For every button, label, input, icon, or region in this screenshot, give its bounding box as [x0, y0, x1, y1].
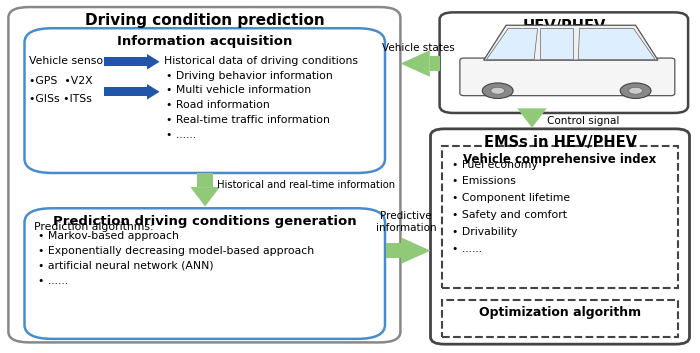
Bar	[104, 57, 147, 66]
FancyBboxPatch shape	[460, 58, 675, 96]
Text: • ......: • ......	[166, 130, 196, 140]
Polygon shape	[190, 187, 220, 207]
Text: •GISs •ITSs: •GISs •ITSs	[29, 94, 92, 104]
Text: Vehicle states: Vehicle states	[382, 43, 454, 53]
Bar	[442, 146, 678, 288]
Circle shape	[482, 83, 513, 98]
Circle shape	[620, 83, 651, 98]
Text: • Multi vehicle information: • Multi vehicle information	[166, 85, 311, 95]
Text: Information acquisition: Information acquisition	[117, 35, 293, 48]
Text: Driving condition prediction: Driving condition prediction	[85, 13, 324, 28]
Polygon shape	[484, 25, 658, 60]
Text: • Exponentially decreasing model-based approach: • Exponentially decreasing model-based a…	[38, 246, 314, 256]
Polygon shape	[147, 54, 160, 70]
Text: • Real-time traffic information: • Real-time traffic information	[166, 115, 330, 125]
Text: • Emissions: • Emissions	[452, 176, 515, 186]
Text: Prediction algorithms:: Prediction algorithms:	[34, 222, 153, 232]
Bar	[197, 173, 214, 187]
Circle shape	[629, 87, 643, 94]
Text: Vehicle sensor: Vehicle sensor	[29, 56, 108, 66]
Text: Historical and real-time information: Historical and real-time information	[217, 180, 395, 190]
FancyBboxPatch shape	[25, 208, 385, 339]
Text: EMSs in HEV/PHEV: EMSs in HEV/PHEV	[484, 135, 636, 150]
Text: • Markov-based approach: • Markov-based approach	[38, 231, 179, 241]
Polygon shape	[486, 28, 538, 59]
Text: • Drivability: • Drivability	[452, 227, 517, 237]
Text: • Fuel economy: • Fuel economy	[452, 160, 538, 169]
Bar	[442, 300, 678, 337]
Text: Prediction driving conditions generation: Prediction driving conditions generation	[53, 215, 356, 228]
FancyBboxPatch shape	[25, 28, 385, 173]
Text: • artificial neural network (ANN): • artificial neural network (ANN)	[38, 261, 214, 271]
Text: Control signal: Control signal	[547, 116, 620, 126]
Text: Historical data of driving conditions: Historical data of driving conditions	[164, 56, 358, 66]
Circle shape	[491, 87, 505, 94]
Text: • Safety and comfort: • Safety and comfort	[452, 210, 566, 220]
Text: • Component lifetime: • Component lifetime	[452, 193, 570, 203]
Text: HEV/PHEV: HEV/PHEV	[522, 19, 606, 34]
Polygon shape	[400, 50, 430, 77]
Text: Predictive
information: Predictive information	[376, 211, 436, 233]
FancyBboxPatch shape	[8, 7, 400, 342]
Text: Optimization algorithm: Optimization algorithm	[479, 306, 641, 319]
Polygon shape	[578, 28, 655, 59]
Text: • Road information: • Road information	[166, 100, 270, 110]
Text: •GPS  •V2X: •GPS •V2X	[29, 76, 93, 86]
Bar	[430, 56, 440, 71]
Bar	[386, 243, 401, 258]
Text: Vehicle comprehensive index: Vehicle comprehensive index	[463, 153, 657, 166]
Polygon shape	[540, 28, 573, 59]
Bar	[524, 113, 540, 118]
Text: • ......: • ......	[38, 276, 69, 286]
Polygon shape	[401, 238, 430, 264]
Text: • Driving behavior information: • Driving behavior information	[166, 71, 332, 80]
Polygon shape	[147, 84, 160, 100]
FancyBboxPatch shape	[440, 12, 688, 113]
Polygon shape	[517, 108, 547, 128]
Text: • ......: • ......	[452, 244, 482, 254]
Bar	[104, 87, 147, 96]
FancyBboxPatch shape	[430, 129, 690, 344]
